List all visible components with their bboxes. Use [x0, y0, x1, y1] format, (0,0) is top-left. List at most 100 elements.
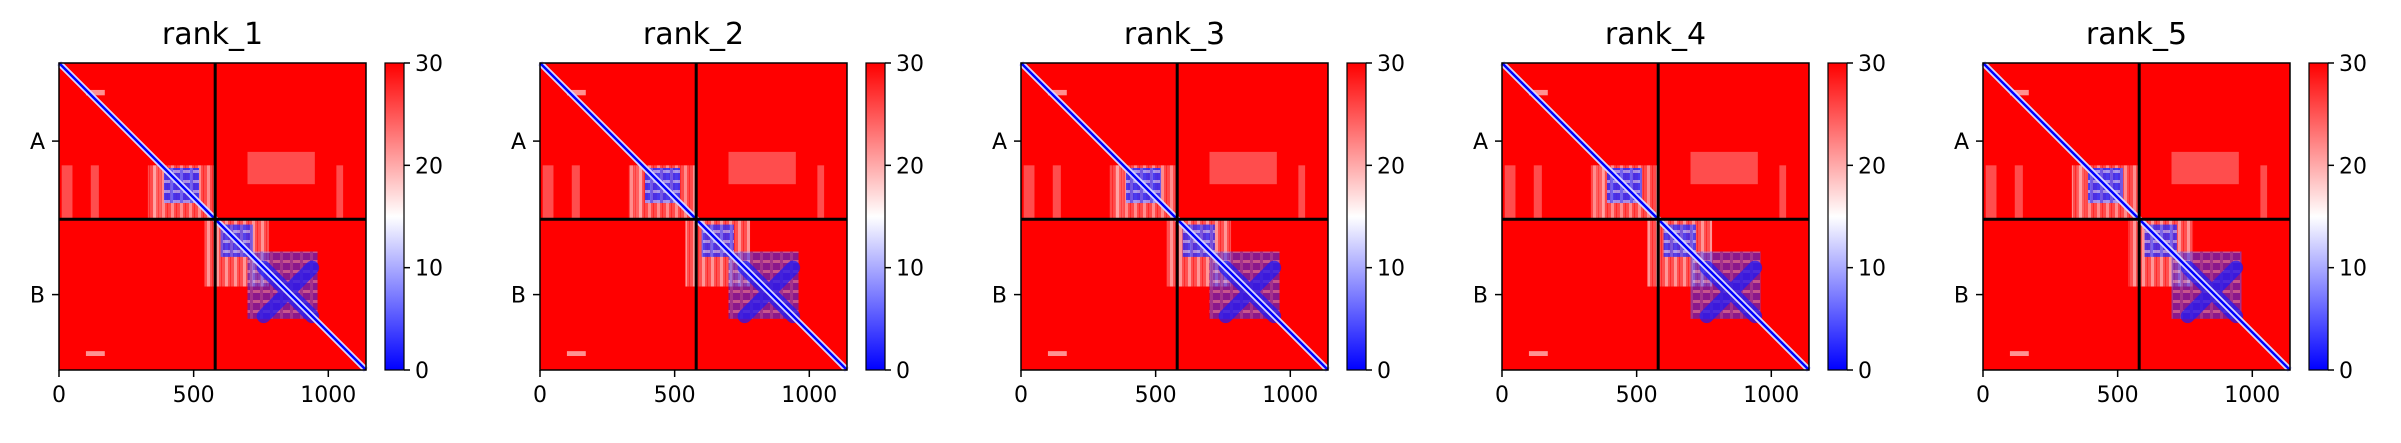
y-tick-label: A — [30, 130, 45, 155]
colorbar-tick-label: 10 — [1858, 257, 1886, 282]
pae-panel-4: rank_4 0 500 1000 A B 0 10 20 30 — [1473, 17, 1886, 408]
stripe-band — [566, 351, 586, 356]
x-tick-label: 0 — [52, 383, 66, 408]
stripe-band — [1209, 151, 1277, 185]
y-tick-label: B — [992, 284, 1007, 309]
stripe-band — [1023, 165, 1035, 220]
diagonal-line — [58, 62, 367, 371]
colorbar-tick-label: 20 — [415, 154, 443, 179]
axes-frame — [1501, 62, 1810, 371]
colorbar-tick-label: 30 — [1377, 52, 1405, 77]
colorbar-frame — [1827, 62, 1848, 371]
x-tick-label: 0 — [1976, 383, 1990, 408]
y-tick-label: A — [992, 130, 1007, 155]
colorbar-tick-label: 20 — [2339, 154, 2367, 179]
colorbar-tick-label: 0 — [1377, 359, 1391, 384]
pae-panel-2: rank_2 0 500 1000 A B 0 10 20 30 — [511, 17, 924, 408]
colorbar-gradient — [385, 63, 404, 370]
y-tick-label: A — [1954, 130, 1969, 155]
y-tick-label: B — [511, 284, 526, 309]
stripe-band — [2009, 89, 2029, 96]
colorbar-tick-label: 10 — [415, 257, 443, 282]
stripe-band — [2171, 151, 2239, 185]
stripe-band — [728, 151, 796, 185]
y-tick-label: B — [1954, 284, 1969, 309]
stripe-band — [542, 165, 554, 220]
stripe-band — [336, 165, 344, 220]
stripe-band — [2260, 165, 2268, 220]
y-tick-label: B — [30, 284, 45, 309]
stripe-band — [85, 351, 105, 356]
stripe-band — [817, 165, 825, 220]
colorbar-gradient — [2309, 63, 2328, 370]
colorbar-tick-label: 10 — [896, 257, 924, 282]
colorbar-frame — [865, 62, 886, 371]
colorbar-tick-label: 0 — [2339, 359, 2353, 384]
colorbar-gradient — [1347, 63, 1366, 370]
axes-frame — [58, 62, 367, 371]
colorbar-tick-label: 0 — [896, 359, 910, 384]
panel-title: rank_4 — [1605, 17, 1706, 52]
axes-frame — [1020, 62, 1329, 371]
colorbar-tick-label: 10 — [1377, 257, 1405, 282]
x-tick-label: 1000 — [2224, 383, 2280, 408]
colorbar-tick-label: 10 — [2339, 257, 2367, 282]
axes-frame — [1982, 62, 2291, 371]
x-tick-label: 1000 — [781, 383, 837, 408]
stripe-band — [61, 165, 73, 220]
axes-frame — [539, 62, 848, 371]
stripe-band — [1047, 89, 1067, 96]
colorbar-tick-label: 30 — [415, 52, 443, 77]
colorbar-tick-label: 20 — [896, 154, 924, 179]
stripe-band — [1298, 165, 1306, 220]
x-tick-label: 1000 — [300, 383, 356, 408]
panel-title: rank_5 — [2086, 17, 2187, 52]
stripe-band — [1047, 351, 1067, 356]
colorbar-tick-label: 20 — [1377, 154, 1405, 179]
colorbar-gradient — [1828, 63, 1847, 370]
x-tick-label: 500 — [1616, 383, 1658, 408]
stripe-band — [1504, 165, 1516, 220]
stripe-band — [90, 165, 99, 220]
stripe-band — [571, 165, 580, 220]
stripe-band — [566, 89, 586, 96]
y-tick-label: A — [511, 130, 526, 155]
stripe-band — [2014, 165, 2023, 220]
pae-panel-1: rank_1 0 500 1000 A B 0 10 20 30 — [30, 17, 443, 408]
x-tick-label: 1000 — [1743, 383, 1799, 408]
stripe-band — [1528, 351, 1548, 356]
diagonal-line — [539, 62, 848, 371]
diagonal-line — [1501, 62, 1810, 371]
panel-title: rank_2 — [643, 17, 744, 52]
colorbar-tick-label: 0 — [415, 359, 429, 384]
stripe-band — [1533, 165, 1542, 220]
diagonal-line — [1020, 62, 1329, 371]
colorbar-gradient — [866, 63, 885, 370]
stripe-band — [85, 89, 105, 96]
stripe-band — [1985, 165, 1997, 220]
diagonal-line — [1982, 62, 2291, 371]
y-tick-label: A — [1473, 130, 1488, 155]
colorbar-frame — [2308, 62, 2329, 371]
x-tick-label: 0 — [1495, 383, 1509, 408]
stripe-band — [1528, 89, 1548, 96]
stripe-band — [1779, 165, 1787, 220]
stripe-band — [247, 151, 315, 185]
x-tick-label: 500 — [173, 383, 215, 408]
stripe-band — [1052, 165, 1061, 220]
colorbar-frame — [1346, 62, 1367, 371]
stripe-band — [1690, 151, 1758, 185]
x-tick-label: 0 — [1014, 383, 1028, 408]
colorbar-frame — [384, 62, 405, 371]
colorbar-tick-label: 0 — [1858, 359, 1872, 384]
y-tick-label: B — [1473, 284, 1488, 309]
stripe-band — [2009, 351, 2029, 356]
pae-panel-3: rank_3 0 500 1000 A B 0 10 20 30 — [992, 17, 1405, 408]
panel-title: rank_3 — [1124, 17, 1225, 52]
panel-title: rank_1 — [162, 17, 263, 52]
colorbar-tick-label: 20 — [1858, 154, 1886, 179]
pae-panel-5: rank_5 0 500 1000 A B 0 10 20 30 — [1954, 17, 2367, 408]
x-tick-label: 500 — [2097, 383, 2139, 408]
colorbar-tick-label: 30 — [896, 52, 924, 77]
